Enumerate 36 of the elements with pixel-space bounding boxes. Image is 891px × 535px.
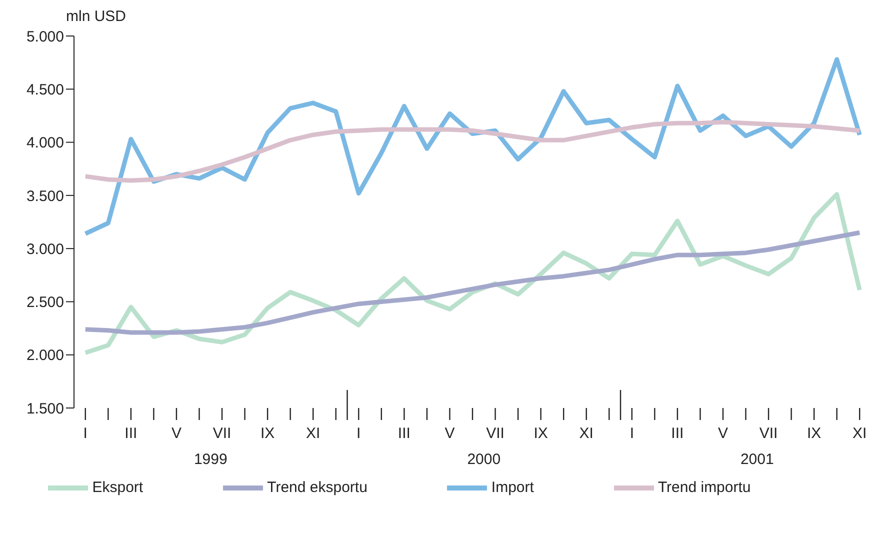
- x-tick-label: IX: [534, 425, 548, 442]
- y-axis-title: mln USD: [66, 8, 126, 25]
- x-tick-label: VII: [486, 425, 504, 442]
- x-tick-label: I: [630, 425, 634, 442]
- x-tick-label: V: [444, 425, 455, 442]
- y-tick-label: 5.000: [26, 28, 64, 46]
- x-tick-label: III: [671, 425, 684, 442]
- text: 2000: [467, 451, 501, 468]
- text: 2001: [740, 451, 774, 468]
- y-tick-label: 1.500: [26, 400, 64, 418]
- y-tick-label: 3.000: [26, 240, 64, 258]
- text: 1999: [194, 451, 228, 468]
- x-tick-label: III: [124, 425, 138, 442]
- line-series: [83, 120, 862, 183]
- x-tick-label: XI: [852, 425, 867, 442]
- y-tick-label: 3.500: [26, 188, 64, 205]
- y-tick-label: 4.500: [26, 81, 64, 98]
- y-tick-label: 4.000: [26, 134, 64, 152]
- line-series: [83, 230, 862, 335]
- x-tick-label: V: [718, 425, 728, 442]
- legend-label: Eksport: [92, 478, 144, 496]
- x-tick-label: XI: [306, 425, 320, 442]
- x-tick-label: XI: [579, 425, 594, 442]
- legend-label: Trend importu: [658, 478, 751, 496]
- y-tick-label: 2.000: [26, 347, 64, 364]
- legend-label: Trend eksportu: [267, 478, 368, 496]
- x-tick-label: I: [83, 425, 88, 442]
- x-tick-label: VII: [212, 425, 232, 442]
- x-tick-label: I: [356, 425, 361, 442]
- x-tick-label: V: [171, 425, 182, 442]
- x-tick-label: IX: [260, 425, 275, 442]
- x-tick-label: VII: [759, 425, 778, 442]
- y-tick-label: 2.500: [26, 294, 64, 312]
- x-tick-label: IX: [806, 425, 822, 442]
- x-tick-label: III: [398, 425, 410, 442]
- legend-label: Import: [491, 478, 534, 496]
